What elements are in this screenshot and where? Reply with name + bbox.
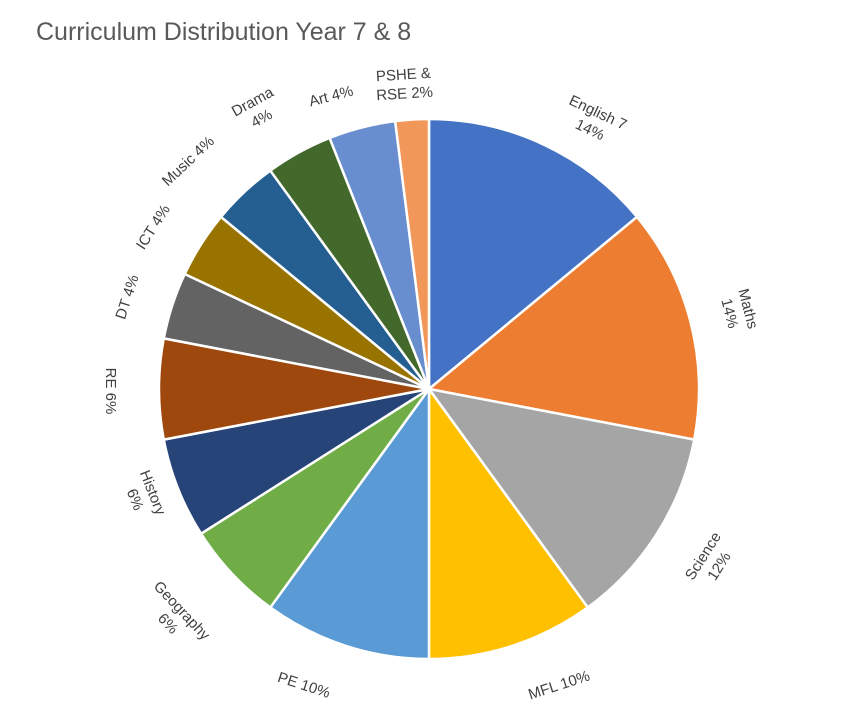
- pie-slice-pshe-rse: [393, 117, 431, 391]
- data-label-dt: DT 4%: [112, 273, 142, 322]
- data-label-music: Music 4%: [159, 133, 218, 190]
- chart-title: Curriculum Distribution Year 7 & 8: [36, 18, 412, 46]
- data-label-drama: Drama4%: [229, 84, 286, 138]
- pie-slice-science: [427, 387, 696, 609]
- data-label-english-7: English 714%: [558, 92, 629, 151]
- data-label-pe: PE 10%: [275, 669, 332, 702]
- data-label-geography: Geography6%: [136, 578, 213, 657]
- data-label-mfl: MFL 10%: [526, 668, 592, 704]
- data-label-pshe-rse: PSHE &RSE 2%: [375, 65, 434, 104]
- pie-slice-pe: [269, 387, 431, 661]
- data-label-art: Art 4%: [307, 83, 355, 111]
- data-label-re: RE 6%: [102, 368, 119, 415]
- data-label-history: History6%: [118, 468, 169, 525]
- pie-slice-english-7: [427, 117, 639, 391]
- data-label-ict: ICT 4%: [133, 202, 174, 253]
- pie-slice-maths: [427, 215, 701, 441]
- data-label-maths: Maths14%: [716, 287, 761, 336]
- data-label-science: Science12%: [682, 529, 741, 593]
- pie-slice-mfl: [427, 387, 589, 661]
